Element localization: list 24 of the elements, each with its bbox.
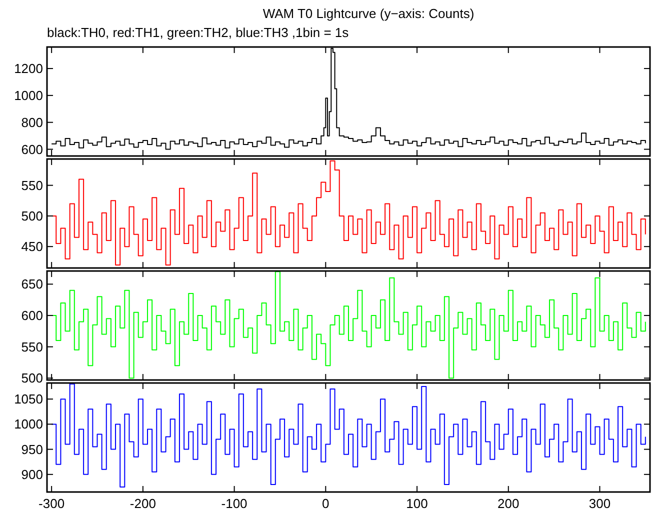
x-tick-label: -100 xyxy=(221,496,248,511)
x-tick-label: 300 xyxy=(588,496,611,511)
x-tick-label: 100 xyxy=(406,496,428,511)
x-tick-label: 0 xyxy=(322,496,330,511)
y-tick-label: 550 xyxy=(21,339,43,354)
y-tick-label: 550 xyxy=(21,178,43,193)
y-tick-label: 1000 xyxy=(14,416,43,432)
y-tick-label: 1050 xyxy=(14,392,43,407)
y-tick-label: 500 xyxy=(21,370,43,386)
y-tick-label: 1200 xyxy=(14,61,43,76)
y-tick-label: 600 xyxy=(21,142,43,157)
y-tick-label: 600 xyxy=(21,308,43,323)
x-tick-label: -300 xyxy=(38,496,65,511)
y-tick-label: 900 xyxy=(21,466,43,482)
y-tick-label: 950 xyxy=(21,442,43,457)
chart-subtitle: black:TH0, red:TH1, green:TH2, blue:TH3 ,1bin = 1s xyxy=(47,25,350,40)
y-tick-label: 1000 xyxy=(14,88,43,103)
x-tick-label: 200 xyxy=(498,496,520,511)
chart-title: WAM T0 Lightcurve (y−axis: Counts) xyxy=(262,6,474,21)
y-tick-label: 450 xyxy=(21,239,43,254)
y-tick-label: 800 xyxy=(21,114,43,130)
x-tick-label: -200 xyxy=(130,496,156,511)
y-tick-label: 500 xyxy=(21,208,43,224)
y-tick-label: 650 xyxy=(21,276,43,292)
